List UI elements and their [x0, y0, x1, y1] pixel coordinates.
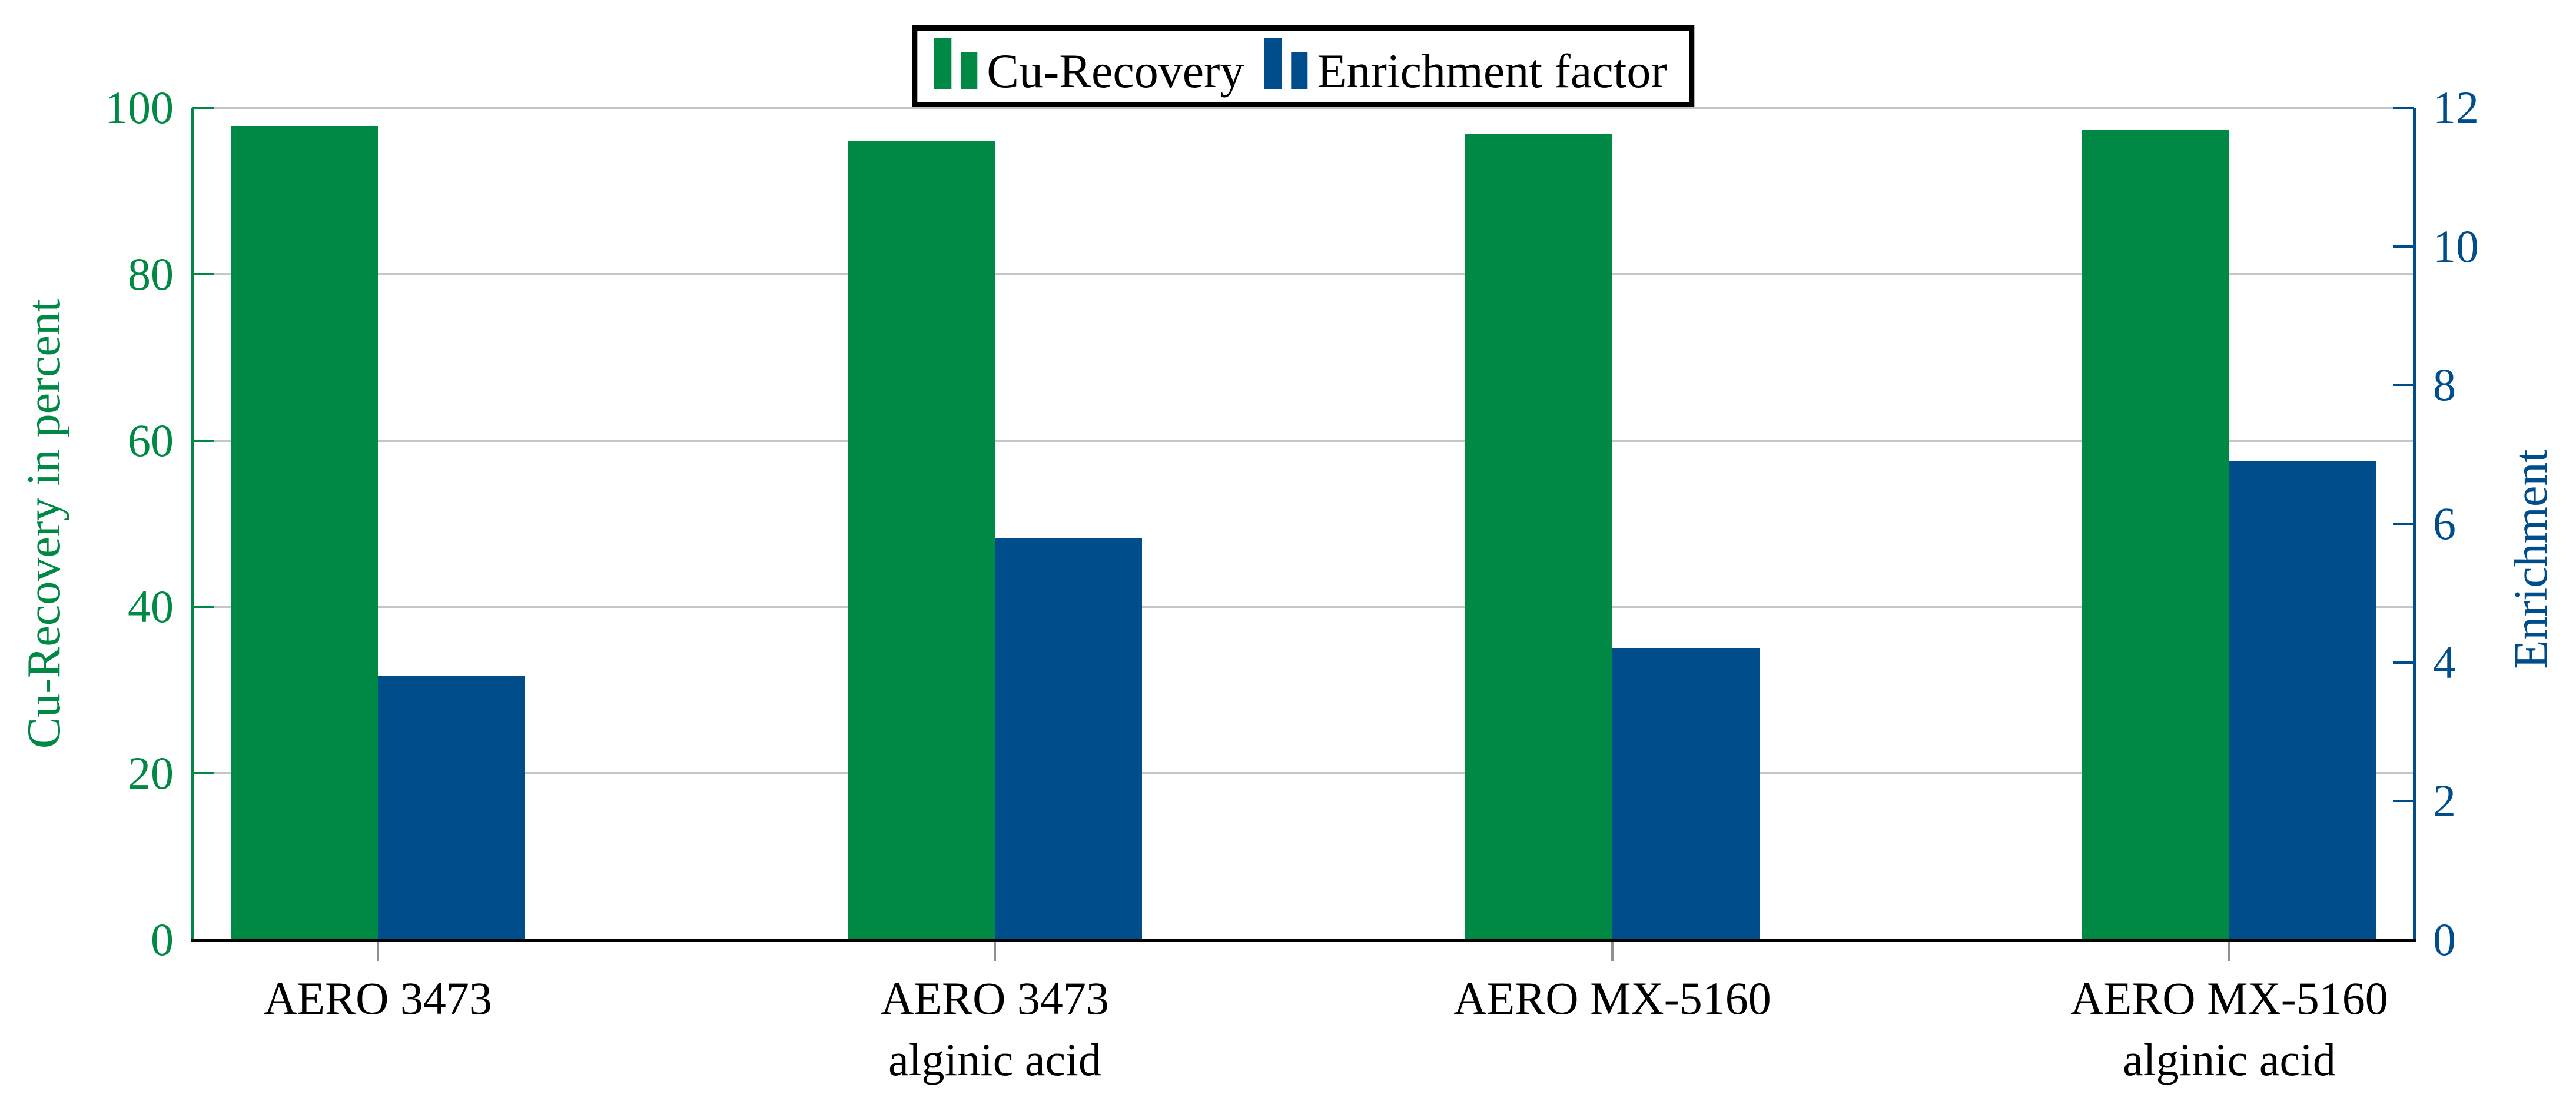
x-category-label-line: alginic acid	[2123, 1034, 2336, 1085]
right-axis-tick	[2393, 245, 2414, 248]
legend-swatch	[1291, 51, 1308, 89]
gridline	[192, 107, 2414, 109]
x-axis-tick	[377, 942, 379, 961]
legend-swatch	[961, 51, 978, 89]
left-axis-tick	[192, 272, 214, 275]
right-axis-tick-label: 2	[2433, 775, 2456, 827]
left-axis-tick-label: 60	[128, 414, 174, 466]
bar-enrichment-factor	[378, 676, 525, 940]
right-axis-tick-label: 4	[2433, 636, 2456, 688]
left-axis-tick	[192, 772, 214, 775]
bar-enrichment-factor	[2229, 461, 2376, 940]
right-axis-title: Enrichment	[2505, 449, 2557, 669]
left-axis-tick-label: 80	[128, 248, 174, 300]
left-axis-title: Cu-Recovery in percent	[18, 298, 70, 749]
cu-recovery-series-icon	[934, 35, 978, 89]
right-axis-tick-label: 12	[2433, 82, 2479, 133]
legend-item-cu-recovery: Cu-Recovery	[934, 35, 1244, 98]
left-axis-tick-label: 20	[128, 747, 174, 799]
bar-cu-recovery	[1465, 133, 1612, 940]
right-axis-tick	[2393, 661, 2414, 664]
legend: Cu-Recovery Enrichment factor	[912, 25, 1695, 107]
gridline	[192, 272, 2414, 275]
x-category-label: AERO 3473 alginic acid	[701, 968, 1289, 1090]
bar-enrichment-factor	[1612, 648, 1760, 940]
x-axis-tick	[2228, 942, 2230, 961]
x-category-label: AERO MX-5160 alginic acid	[1935, 968, 2524, 1090]
x-category-label-line: alginic acid	[888, 1034, 1101, 1085]
left-axis-tick-label: 0	[151, 914, 174, 965]
right-axis-tick-label: 8	[2433, 359, 2456, 411]
x-category-label-line: AERO 3473	[881, 973, 1109, 1024]
left-axis-tick-label: 40	[128, 581, 174, 633]
left-axis-tick	[192, 107, 214, 109]
legend-label: Cu-Recovery	[987, 44, 1244, 98]
bar-cu-recovery	[2082, 130, 2229, 940]
x-category-label: AERO 3473	[84, 968, 672, 1029]
bar-cu-recovery	[848, 141, 995, 940]
bar-cu-recovery	[231, 126, 378, 940]
bar-enrichment-factor	[995, 537, 1142, 940]
x-category-label-line: AERO 3473	[264, 973, 492, 1024]
x-axis-line	[191, 939, 2416, 942]
x-category-label: AERO MX-5160	[1318, 968, 1907, 1029]
x-category-label-line: AERO MX-5160	[1453, 973, 1771, 1024]
left-axis-line	[191, 108, 194, 940]
legend-item-enrichment-factor: Enrichment factor	[1264, 35, 1667, 98]
gridline	[192, 606, 2414, 608]
legend-swatch	[1264, 37, 1282, 89]
gridline	[192, 439, 2414, 442]
right-axis-tick-label: 10	[2433, 220, 2479, 272]
right-axis-tick	[2393, 107, 2414, 109]
legend-swatch	[934, 37, 952, 89]
x-category-label-line: AERO MX-5160	[2070, 973, 2388, 1024]
gridline	[192, 772, 2414, 775]
legend-label: Enrichment factor	[1317, 44, 1667, 98]
left-axis-tick	[192, 606, 214, 608]
left-axis-tick-label: 100	[105, 82, 174, 133]
enrichment-factor-series-icon	[1264, 35, 1308, 89]
right-axis-tick-label: 6	[2433, 498, 2456, 549]
right-axis-tick	[2393, 800, 2414, 803]
right-axis-tick	[2393, 523, 2414, 525]
left-axis-tick	[192, 439, 214, 442]
x-axis-tick	[994, 942, 996, 961]
right-axis-tick	[2393, 384, 2414, 387]
x-axis-tick	[1611, 942, 1614, 961]
right-axis-tick-label: 0	[2433, 914, 2456, 965]
right-axis-line	[2413, 108, 2416, 940]
